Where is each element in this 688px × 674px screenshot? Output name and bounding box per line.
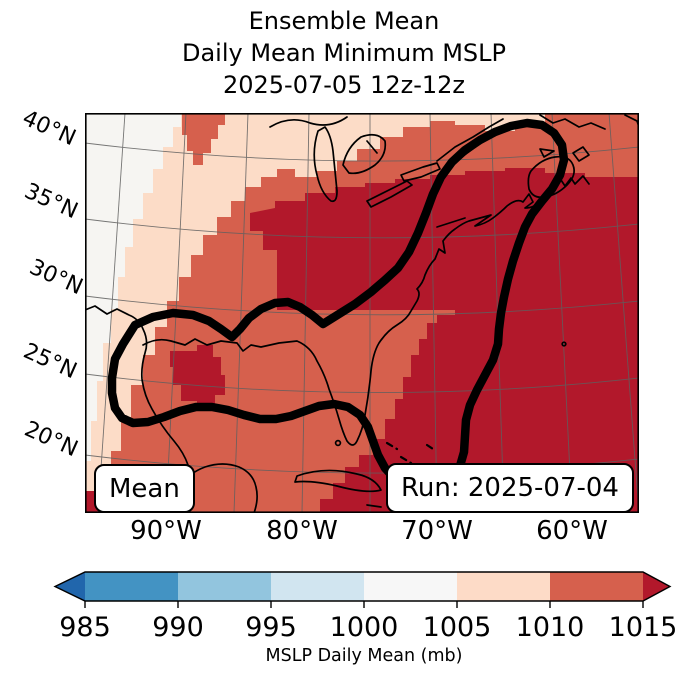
coastline-lake-ontario <box>400 162 441 182</box>
colorbar-segment-985-990 <box>85 572 178 601</box>
region-1005-1010 <box>85 113 545 513</box>
bermuda-island <box>561 341 567 347</box>
colorbar: 985 990 995 1000 1005 1010 1015 MSLP Dai… <box>53 571 677 666</box>
lat-label-35n: 35°N <box>20 178 82 225</box>
gridline-parallel-25n <box>85 373 639 394</box>
coastline-st-lawrence-north <box>436 118 504 162</box>
region-1000-1005 <box>85 113 181 461</box>
coastline-prince-edward-island <box>539 148 555 158</box>
colorbar-tick-label-995: 995 <box>245 612 297 643</box>
gridline-meridian-55w <box>608 113 639 513</box>
colorbar-segment-1010-1015 <box>550 572 643 601</box>
coastline-long-island <box>436 217 466 228</box>
lat-label-40n: 40°N <box>18 105 80 152</box>
lake-okeechobee <box>334 439 342 447</box>
region-gt-1015-main <box>250 168 639 513</box>
colorbar-tick-label-990: 990 <box>152 612 204 643</box>
lon-label-70w: 70°W <box>401 516 473 546</box>
coastline-lake-michigan <box>313 126 338 203</box>
map-frame <box>85 113 639 513</box>
colorbar-segment-1005-1010 <box>457 572 550 601</box>
colorbar-tick-label-1015: 1015 <box>609 612 678 643</box>
title-line-3: 2025-07-05 12z-12z <box>222 71 466 99</box>
colorbar-segment-1000-1005 <box>364 572 457 601</box>
mean-annotation-box: Mean <box>94 464 195 513</box>
highlight-contour <box>107 118 569 493</box>
run-annotation-box: Run: 2025-07-04 <box>386 463 634 513</box>
coastline-lake-huron <box>342 133 387 175</box>
colorbar-tick-label-1010: 1010 <box>516 612 585 643</box>
gridline-meridian-95w <box>97 113 126 513</box>
colorbar-axis-label: MSLP Daily Mean (mb) <box>266 646 463 666</box>
coastline-lake-erie <box>366 180 413 208</box>
colorbar-tick-labels: 985 990 995 1000 1005 1010 1015 <box>59 612 677 643</box>
coastline-lake-superior <box>269 116 348 128</box>
mean-annotation-label: Mean <box>109 473 180 504</box>
lat-label-30n: 30°N <box>25 254 87 301</box>
lon-label-80w: 80°W <box>266 516 338 546</box>
mslp-map <box>85 113 639 513</box>
gridline-meridian-85w <box>233 113 249 513</box>
lon-label-60w: 60°W <box>536 516 608 546</box>
colorbar-tick-label-1000: 1000 <box>330 612 399 643</box>
colorbar-segment-995-1000 <box>271 572 364 601</box>
run-annotation-label: Run: 2025-07-04 <box>401 473 619 503</box>
colorbar-tick-label-985: 985 <box>59 612 111 643</box>
coastline-yucatan <box>180 463 258 513</box>
coastline-cuba <box>294 469 382 493</box>
coastline-gulf-eastcoast <box>142 175 590 446</box>
title-line-1: Ensemble Mean <box>248 7 440 35</box>
gridline-meridian-70w <box>429 113 438 513</box>
coastline-bahamas <box>385 441 435 475</box>
coastline-gulf-st-lawrence <box>539 114 606 130</box>
region-gt-1015-texas <box>170 345 225 409</box>
coastline-jamaica <box>366 504 382 508</box>
lat-label-25n: 25°N <box>19 338 81 385</box>
coastline-cape-breton <box>572 146 590 162</box>
lat-label-20n: 20°N <box>20 416 82 463</box>
coastline-nova-scotia <box>527 155 575 199</box>
title-line-2: Daily Mean Minimum MSLP <box>181 39 506 67</box>
colorbar-under-arrow <box>55 572 85 601</box>
gridline-parallel-35n <box>85 218 639 239</box>
colorbar-ticks <box>84 601 644 608</box>
colorbar-tick-label-1005: 1005 <box>423 612 492 643</box>
colorbar-over-arrow <box>643 572 670 601</box>
region-top-column-1010-1015 <box>182 113 225 165</box>
colorbar-segment-990-995 <box>178 572 271 601</box>
lon-label-90w: 90°W <box>130 516 202 546</box>
